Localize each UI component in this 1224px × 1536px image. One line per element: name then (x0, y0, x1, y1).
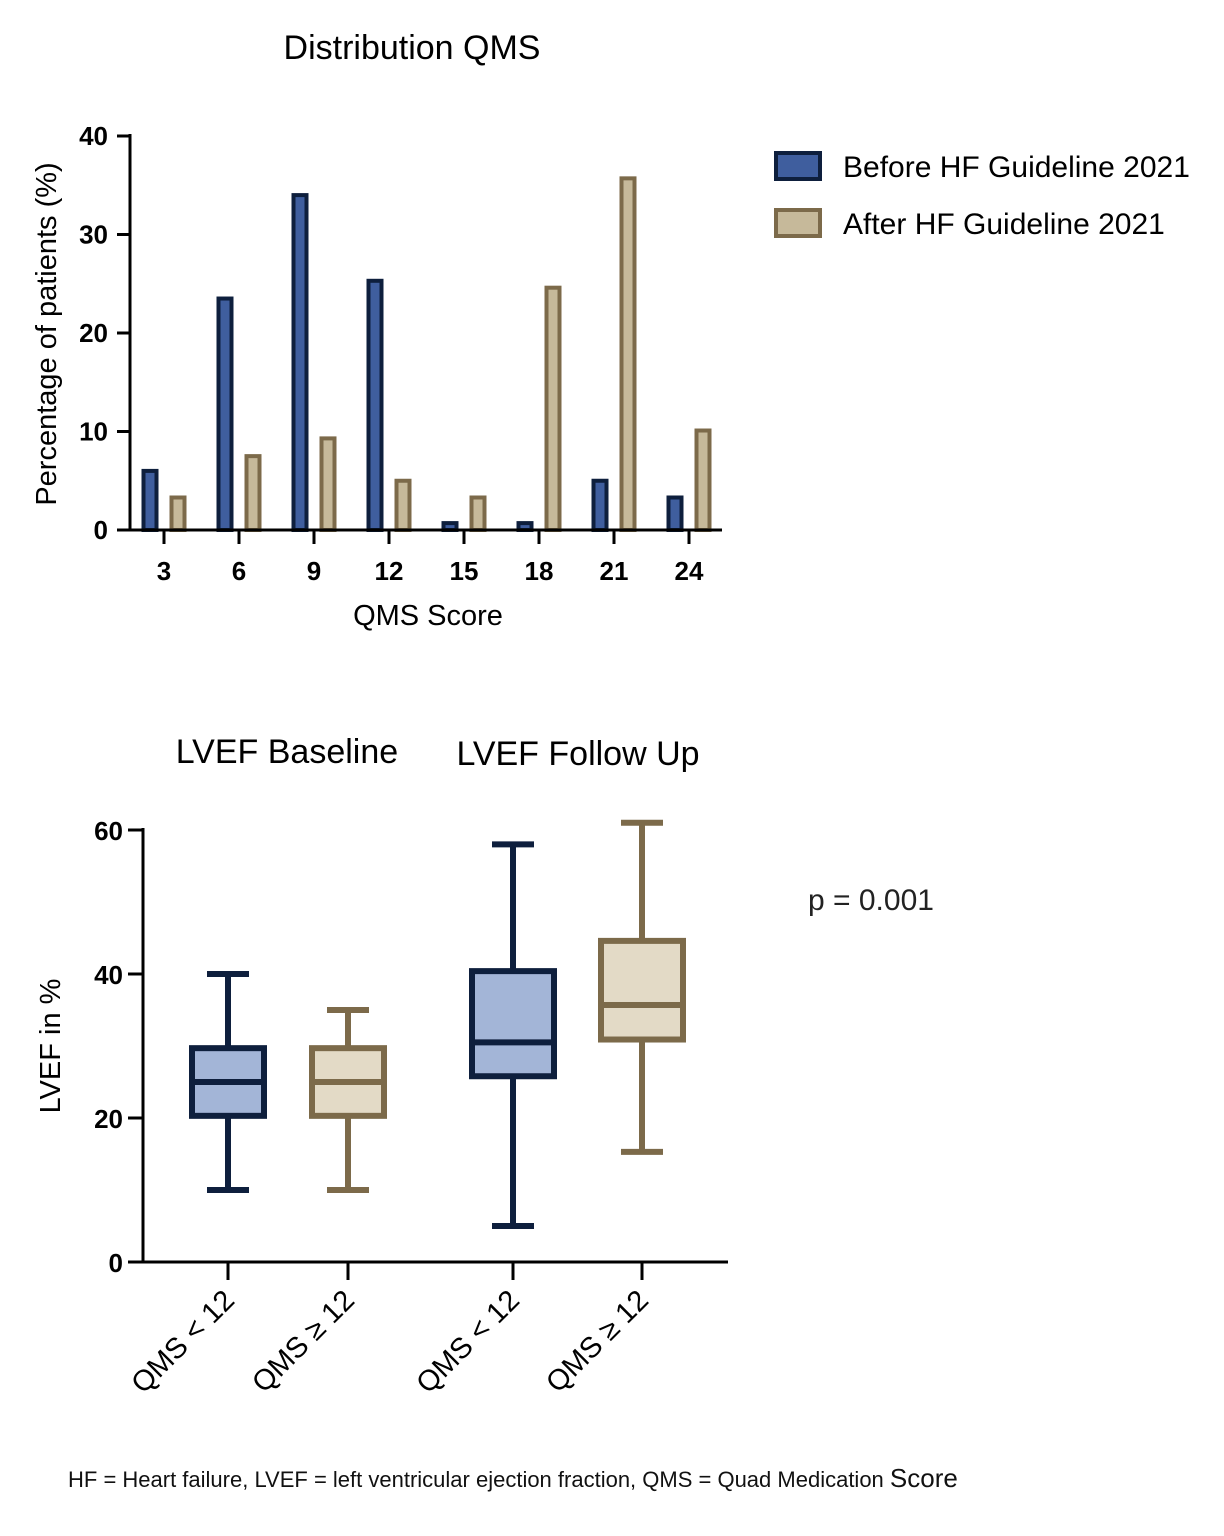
footnote: HF = Heart failure, LVEF = left ventricu… (68, 1463, 958, 1493)
bar-before-3 (141, 468, 159, 532)
box-followup-lt12-iqr (469, 968, 557, 1080)
footnote-text: HF = Heart failure, LVEF = left ventricu… (68, 1467, 890, 1492)
bar-x-tick-label: 21 (600, 556, 629, 586)
bar-x-tick-label: 18 (525, 556, 554, 586)
bar-chart-title: Distribution QMS (284, 29, 541, 67)
bar-after-9 (319, 436, 337, 532)
bar-x-tick-label: 3 (157, 556, 171, 586)
legend-label-before: Before HF Guideline 2021 (843, 151, 1190, 184)
bar-after-24 (694, 428, 712, 533)
box-x-tick-label: QMS < 12 (125, 1284, 241, 1400)
bar-chart-legend: Before HF Guideline 2021 After HF Guidel… (774, 151, 1190, 241)
bar-after-12 (394, 478, 412, 532)
bar-y-tick-label: 0 (94, 515, 108, 545)
box-x-tick-label: QMS ≥ 12 (246, 1284, 361, 1399)
bar-x-tick-label: 6 (232, 556, 246, 586)
box-y-tick-label: 40 (94, 960, 123, 990)
bar-after-15 (469, 495, 487, 532)
legend-swatch-before (774, 151, 822, 181)
bar-chart-axes: 0 10 20 30 40 3 6 9 12 15 18 21 24 (79, 121, 722, 586)
box-followup-ge12-iqr (598, 937, 686, 1043)
legend-label-after: After HF Guideline 2021 (843, 208, 1165, 241)
bar-y-tick-label: 20 (79, 318, 108, 348)
bar-after-18 (544, 285, 562, 532)
bar-before-12 (366, 278, 384, 533)
box-x-tick-label: QMS < 12 (410, 1284, 526, 1400)
box-x-tick-label: QMS ≥ 12 (540, 1284, 655, 1399)
bar-before-6 (216, 296, 234, 532)
box-y-tick-label: 20 (94, 1104, 123, 1134)
bar-x-tick-label: 15 (450, 556, 479, 586)
qms-distribution-chart: Distribution QMS Percentage of patients … (31, 29, 1190, 632)
bar-x-tick-label: 9 (307, 556, 321, 586)
bar-x-tick-label: 24 (675, 556, 704, 586)
box-y-tick-label: 0 (109, 1248, 123, 1278)
bar-before-24 (666, 495, 684, 532)
bar-after-6 (244, 454, 262, 532)
p-value-annotation: p = 0.001 (808, 884, 934, 917)
bar-y-tick-label: 40 (79, 121, 108, 151)
bar-after-21 (619, 176, 637, 532)
bar-y-tick-label: 30 (79, 220, 108, 250)
legend-swatch-after (774, 208, 822, 238)
bar-after-3 (169, 495, 187, 532)
bar-before-9 (291, 193, 309, 532)
bar-x-tick-label: 12 (375, 556, 404, 586)
box-marks (189, 819, 686, 1229)
bar-before-21 (591, 478, 609, 532)
group-title-baseline: LVEF Baseline (176, 733, 398, 771)
bar-chart-y-axis-label: Percentage of patients (%) (31, 162, 63, 505)
bar-y-tick-label: 10 (79, 417, 108, 447)
group-title-follow-up: LVEF Follow Up (456, 735, 699, 773)
bar-chart-x-axis-label: QMS Score (353, 600, 503, 632)
footnote-last-word: Score (890, 1463, 958, 1493)
box-chart-y-axis-label: LVEF in % (35, 979, 67, 1114)
lvef-boxplot-chart: LVEF Baseline LVEF Follow Up LVEF in % p… (35, 733, 934, 1400)
box-y-tick-label: 60 (94, 816, 123, 846)
bar-marks (141, 176, 712, 533)
